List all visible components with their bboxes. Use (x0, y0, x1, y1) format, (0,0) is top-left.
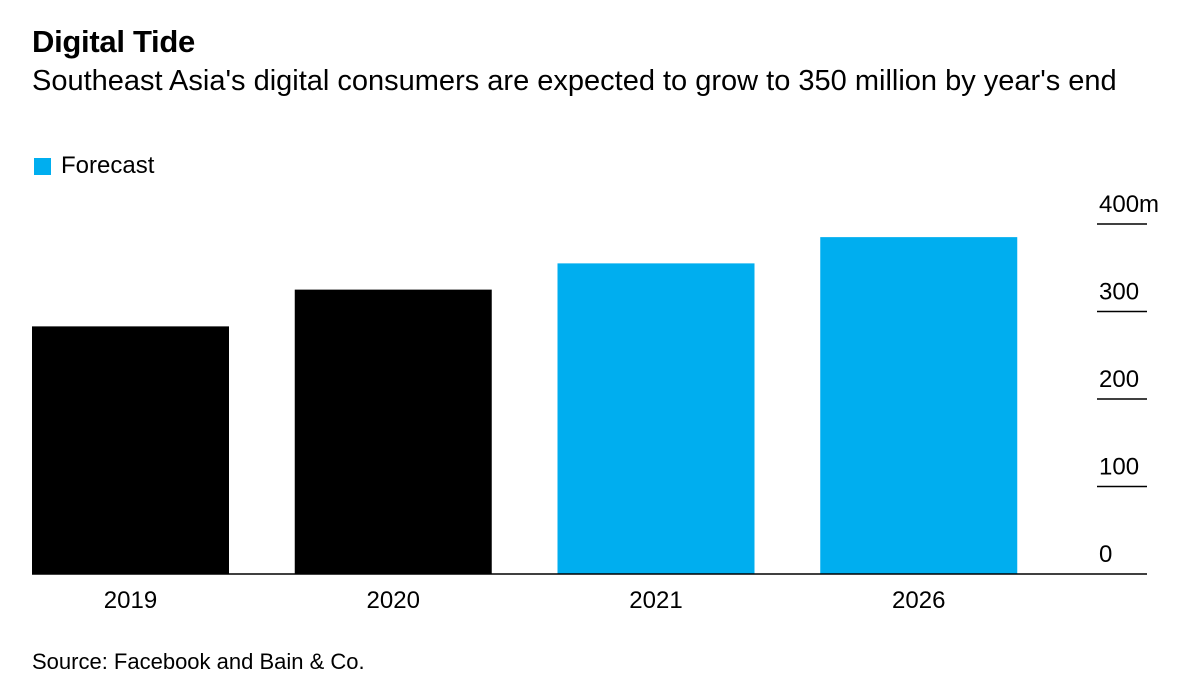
x-tick-label: 2021 (629, 587, 682, 614)
y-tick-label: 300 (1099, 279, 1139, 306)
bar-2026 (820, 237, 1018, 574)
x-tick-label: 2026 (892, 587, 945, 614)
y-tick-label: 400m (1099, 191, 1159, 218)
chart-title: Digital Tide (32, 24, 195, 59)
chart-legend: Forecast (34, 151, 154, 181)
chart-subtitle: Southeast Asia's digital consumers are e… (32, 65, 1117, 97)
bars (32, 237, 1018, 574)
y-tick-label: 200 (1099, 366, 1139, 393)
y-axis: 0 100 200 300 400m (1097, 191, 1159, 568)
x-tick-label: 2019 (104, 587, 157, 614)
bar-2021 (557, 263, 755, 574)
bar-2019 (32, 326, 229, 574)
y-tick-label: 100 (1099, 454, 1139, 481)
x-tick-label: 2020 (367, 587, 420, 614)
x-axis: 2019 2020 2021 2026 (104, 587, 946, 614)
y-tick-label: 0 (1099, 541, 1112, 568)
bar-2020 (294, 289, 492, 574)
source-note: Source: Facebook and Bain & Co. (32, 649, 365, 674)
legend-label-forecast: Forecast (61, 152, 155, 179)
legend-swatch-forecast (34, 157, 51, 175)
